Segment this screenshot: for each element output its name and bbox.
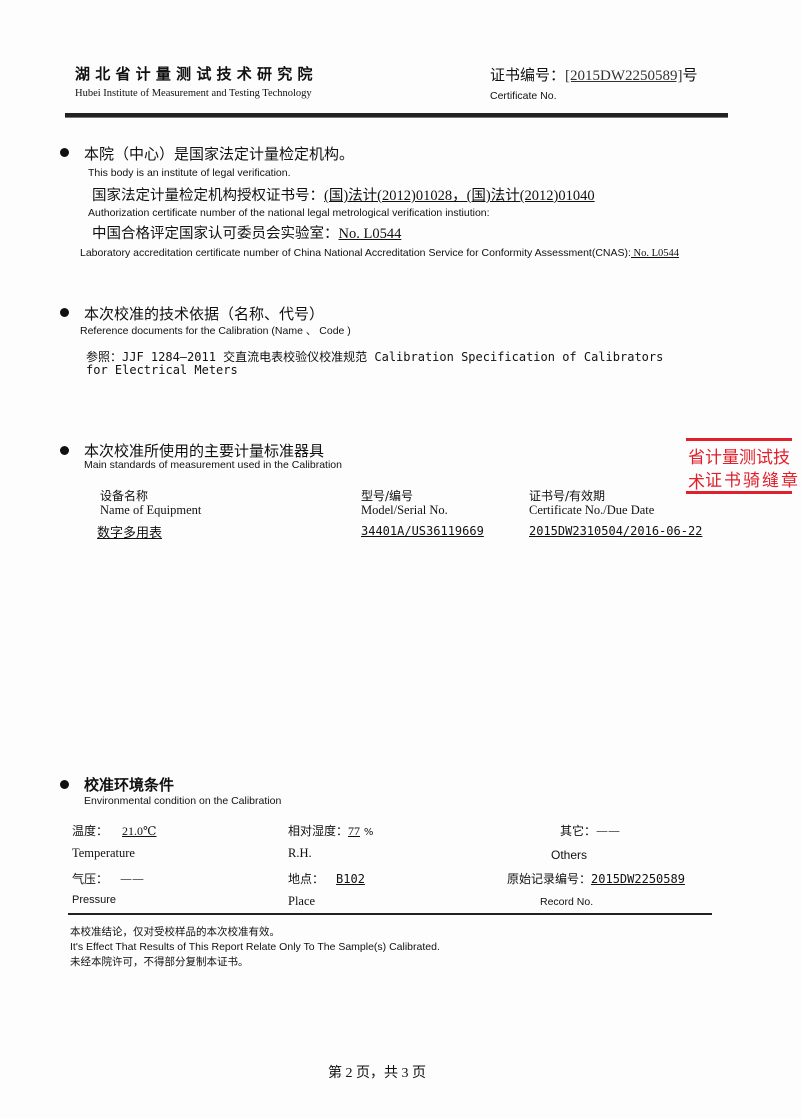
temp-label-en: Temperature xyxy=(72,846,135,860)
footer-note-2: It's Effect That Results of This Report … xyxy=(70,941,440,953)
col-header-equipment-en: Name of Equipment xyxy=(100,503,202,517)
reference-line1: 参照：JJF 1284—2011 交直流电表校验仪校准规范 Calibratio… xyxy=(86,350,664,364)
cnas-en: Laboratory accreditation certificate num… xyxy=(80,247,679,259)
cnas-en-label: Laboratory accreditation certificate num… xyxy=(80,247,631,259)
footer-note-3: 未经本院许可，不得部分复制本证书。 xyxy=(70,956,249,968)
institute-name-en: Hubei Institute of Measurement and Testi… xyxy=(75,88,312,99)
cert-label-en: Certificate No. xyxy=(490,90,557,102)
record-value: 2015DW2250589 xyxy=(591,872,685,886)
page-number: 第 2 页，共 3 页 xyxy=(328,1066,426,1081)
auth-en: Authorization certificate number of the … xyxy=(88,207,490,219)
auth-value: (国)法计(2012)01028，(国)法计(2012)01040 xyxy=(324,188,595,204)
section-divider xyxy=(68,913,712,915)
cnas-en-value: No. L0544 xyxy=(630,248,680,259)
col-header-model-cn: 型号/编号 xyxy=(361,489,414,503)
equipment-name: 数字多用表 xyxy=(97,525,163,540)
footer-note-1: 本校准结论，仅对受校样品的本次校准有效。 xyxy=(70,926,280,938)
place-label-en: Place xyxy=(288,894,316,908)
col-header-cert-cn: 证书号/有效期 xyxy=(529,489,606,503)
bullet-icon xyxy=(60,446,69,455)
pressure-value: —— xyxy=(120,872,145,886)
bullet-icon xyxy=(60,148,69,157)
temp-value: 21.0℃ xyxy=(122,824,157,838)
record-label-en: Record No. xyxy=(540,896,594,908)
place-field: 地点： B102 xyxy=(288,870,365,887)
section1-title: 本院（中心）是国家法定计量检定机构。 xyxy=(84,145,355,163)
pressure-label: 气压： xyxy=(72,872,109,886)
col-header-equipment-cn: 设备名称 xyxy=(100,489,149,503)
pressure-label-en: Pressure xyxy=(72,894,117,906)
record-label: 原始记录编号： xyxy=(507,872,592,886)
auth-cert-line: 国家法定计量检定机构授权证书号：(国)法计(2012)01028，(国)法计(2… xyxy=(92,184,609,205)
bullet-icon xyxy=(60,780,69,789)
bullet-icon xyxy=(60,308,69,317)
stamp-text-2: 证书骑缝章 xyxy=(705,471,800,491)
cert-label: 证书编号： xyxy=(490,66,566,84)
cert-suffix: 号 xyxy=(682,66,698,84)
col-header-model-en: Model/Serial No. xyxy=(361,503,448,517)
auth-label: 国家法定计量检定机构授权证书号： xyxy=(92,188,324,204)
model-serial: 34401A/US36119669 xyxy=(361,524,484,538)
cnas-value: No. L0544 xyxy=(338,226,402,242)
place-value: B102 xyxy=(336,872,365,886)
rh-label: 相对湿度： xyxy=(288,824,349,838)
stamp-border xyxy=(686,491,792,494)
others-value: —— xyxy=(596,824,621,838)
certificate-number: 证书编号：[2015DW2250589]号 xyxy=(490,64,698,85)
place-label: 地点： xyxy=(288,872,325,886)
temp-label: 温度： xyxy=(72,824,109,838)
col-header-cert-en: Certificate No./Due Date xyxy=(529,503,655,517)
rh-field: 相对湿度：77 % xyxy=(288,822,373,839)
header-divider xyxy=(65,113,728,118)
stamp-border xyxy=(686,438,792,441)
rh-label-en: R.H. xyxy=(288,846,312,860)
section4-title: 校准环境条件 xyxy=(84,776,175,794)
institute-name-cn: 湖 北 省 计 量 测 试 技 术 研 究 院 xyxy=(75,65,313,83)
reference-line2: for Electrical Meters xyxy=(86,363,238,377)
temperature-field: 温度： 21.0℃ xyxy=(72,822,156,839)
rh-value: 77 xyxy=(348,824,361,838)
section2-subtitle: Reference documents for the Calibration … xyxy=(80,325,351,337)
record-field: 原始记录编号：2015DW2250589 xyxy=(507,870,685,887)
others-label-en: Others xyxy=(551,848,588,862)
pressure-field: 气压： —— xyxy=(72,870,144,887)
cnas-label: 中国合格评定国家认可委员会实验室： xyxy=(92,226,339,242)
section1-subtitle: This body is an institute of legal verif… xyxy=(88,167,291,179)
stamp-text-1: 省计量测试技术 xyxy=(688,448,790,493)
cnas-line: 中国合格评定国家认可委员会实验室：No. L0544 xyxy=(92,222,411,243)
section3-title: 本次校准所使用的主要计量标准器具 xyxy=(84,442,325,460)
others-label: 其它： xyxy=(560,824,597,838)
cert-no-value: [2015DW2250589] xyxy=(565,68,683,84)
others-field: 其它：—— xyxy=(560,822,620,839)
section4-subtitle: Environmental condition on the Calibrati… xyxy=(84,795,282,807)
cert-due-date: 2015DW2310504/2016-06-22 xyxy=(529,524,703,538)
section3-subtitle: Main standards of measurement used in th… xyxy=(84,459,342,471)
rh-unit: % xyxy=(363,827,374,838)
section2-title: 本次校准的技术依据（名称、代号） xyxy=(84,305,325,323)
